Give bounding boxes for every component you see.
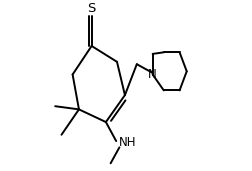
Text: NH: NH bbox=[119, 136, 136, 149]
Text: N: N bbox=[148, 68, 156, 81]
Text: S: S bbox=[87, 2, 96, 15]
